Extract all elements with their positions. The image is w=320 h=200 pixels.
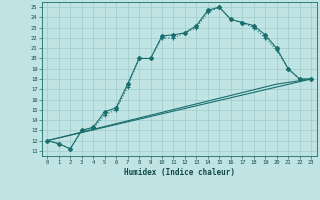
X-axis label: Humidex (Indice chaleur): Humidex (Indice chaleur) xyxy=(124,168,235,177)
